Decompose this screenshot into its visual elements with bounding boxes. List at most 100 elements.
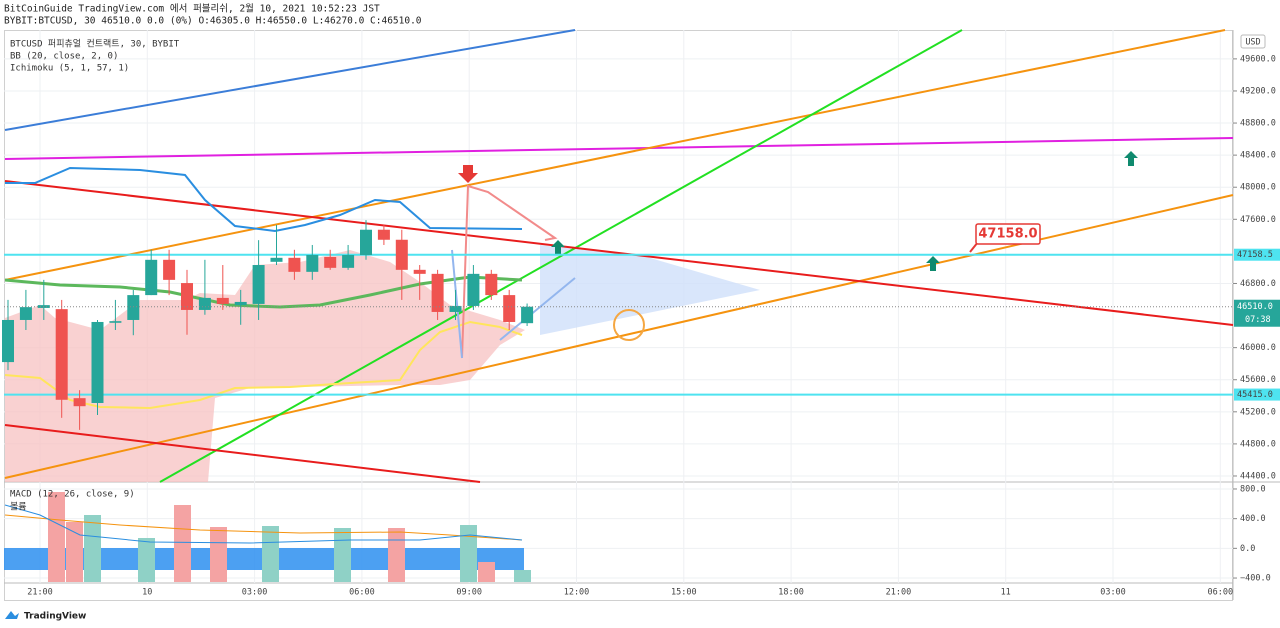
candle-body: [2, 319, 14, 363]
volume-bar: [334, 528, 351, 582]
logo: [5, 611, 19, 619]
y-tick-label: 47600.0: [1240, 215, 1276, 225]
x-tick-label: 21:00: [27, 588, 53, 598]
candle-body: [163, 259, 176, 280]
candle-body: [395, 239, 408, 270]
x-tick-label: 10: [142, 588, 152, 598]
y-tick-label: 48000.0: [1240, 183, 1276, 193]
legend-bb: BB (20, close, 2, 0): [10, 52, 118, 62]
price-label-box: [1234, 248, 1280, 261]
candle-body: [73, 398, 86, 407]
trend-line: [159, 29, 963, 483]
drawings: [4, 29, 1234, 483]
x-tick-label: 21:00: [886, 588, 912, 598]
price-label: 45415.0: [1237, 390, 1273, 400]
countdown: 07:38: [1245, 315, 1271, 325]
legend-macd: MACD (12, 26, close, 9): [10, 490, 135, 500]
candle-body: [127, 295, 140, 320]
candle-body: [19, 307, 32, 320]
y-tick-label: 49600.0: [1240, 54, 1276, 64]
volume-bar: [388, 528, 405, 582]
price-label-box: [1234, 388, 1280, 401]
path-arrow: [499, 277, 576, 341]
volume-bar: [48, 492, 65, 582]
candle-body: [234, 301, 247, 306]
price-label: 47158.5: [1237, 250, 1273, 260]
volume-bar: [210, 527, 227, 582]
x-tick-label: 06:00: [349, 588, 375, 598]
y-tick-label: 44400.0: [1240, 471, 1276, 481]
candle-body: [55, 309, 68, 400]
candle-body: [503, 295, 516, 322]
candle-body: [342, 254, 355, 268]
signal-line: [4, 514, 523, 541]
x-tick-label: 09:00: [456, 588, 482, 598]
candle-body: [467, 273, 480, 306]
candle-body: [360, 229, 372, 255]
candle-body: [288, 257, 301, 272]
candle-body: [91, 321, 104, 403]
y-tick-label: 48800.0: [1240, 119, 1276, 129]
candle-body: [485, 273, 498, 296]
forecast-zone: [540, 245, 760, 335]
y-tick-label: 800.0: [1240, 484, 1266, 494]
y-tick-label: 45200.0: [1240, 407, 1276, 417]
legend-volume: 볼륨: [10, 502, 27, 513]
y-tick-label: −400.0: [1240, 574, 1271, 584]
path-arrow: [461, 184, 558, 359]
candle-body: [521, 306, 534, 324]
candle-body: [449, 305, 462, 312]
macd-line: [4, 504, 523, 544]
volume-bar: [84, 515, 101, 582]
y-tick-label: 45600.0: [1240, 375, 1276, 385]
last-price-box: [1234, 299, 1280, 327]
volume-bar: [262, 526, 279, 582]
bb-line: [5, 166, 523, 233]
currency-badge: [1240, 34, 1266, 49]
trend-line: [4, 137, 1234, 160]
y-tick-label: 400.0: [1240, 514, 1266, 524]
volume-bar: [460, 525, 477, 582]
y-tick-label: 48400.0: [1240, 151, 1276, 161]
trend-line: [4, 424, 481, 483]
volume-bar: [138, 538, 155, 582]
candle-body: [377, 229, 390, 240]
y-tick-label: 49200.0: [1240, 86, 1276, 96]
x-tick-label: 06:00: [1208, 588, 1234, 598]
legend-symbol: BTCUSD 퍼피츄얼 컨트랙트, 30, BYBIT: [10, 39, 180, 50]
x-tick-label: 12:00: [564, 588, 590, 598]
volume-bar: [478, 562, 495, 582]
candle-body: [181, 283, 193, 310]
footer-brand: TradingView: [24, 612, 86, 622]
x-tick-label: 03:00: [242, 588, 268, 598]
y-tick-label: 0.0: [1240, 544, 1255, 554]
header-ohlc: BYBIT:BTCUSD, 30 46510.0 0.0 (0%) O:4630…: [4, 16, 422, 27]
y-tick-label: 44800.0: [1240, 439, 1276, 449]
path-arrow: [451, 249, 463, 359]
candle-body: [413, 269, 426, 274]
candle-body: [431, 273, 444, 312]
x-tick-label: 18:00: [778, 588, 804, 598]
trend-line: [4, 29, 576, 131]
volume-bar: [174, 505, 191, 582]
currency: USD: [1245, 38, 1260, 48]
candle-body: [270, 257, 283, 262]
candle-body: [109, 321, 122, 323]
volume-bar: [66, 522, 83, 582]
candle-body: [216, 297, 229, 304]
callout-label: 47158.0: [978, 227, 1037, 242]
candle-body: [252, 265, 265, 304]
y-tick-label: 46000.0: [1240, 343, 1276, 353]
last-price-label: 46510.0: [1237, 302, 1273, 312]
header-title: BitCoinGuide TradingView.com 에서 퍼블리쉬, 2월…: [4, 3, 380, 15]
callout-box: [975, 223, 1041, 245]
x-tick-label: 15:00: [671, 588, 697, 598]
candle-body: [306, 254, 319, 272]
x-tick-label: 03:00: [1100, 588, 1126, 598]
trend-line: [4, 29, 1226, 281]
emoji-icon: [613, 309, 645, 341]
x-tick-label: 11: [1001, 588, 1011, 598]
candle-body: [198, 297, 211, 310]
